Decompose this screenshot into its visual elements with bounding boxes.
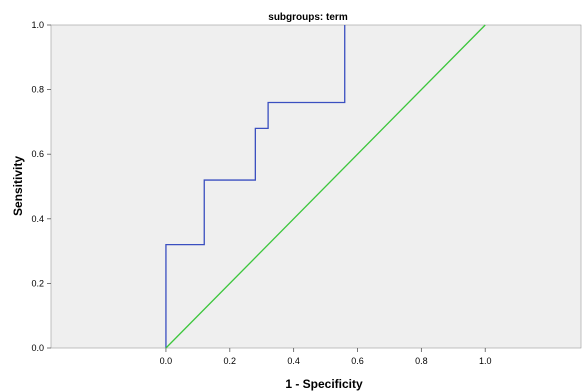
x-tick-label: 0.8 xyxy=(415,356,428,366)
y-tick-label: 0.4 xyxy=(31,214,44,224)
x-tick-label: 0.2 xyxy=(224,356,237,366)
x-tick-label: 1.0 xyxy=(479,356,492,366)
x-tick-label: 0.4 xyxy=(287,356,300,366)
x-tick-label: 0.6 xyxy=(351,356,364,366)
y-axis-title: Sensitivity xyxy=(11,156,25,216)
roc-curve-line xyxy=(165,25,346,348)
series-layer xyxy=(165,24,486,349)
x-axis: 0.0 0.2 0.4 0.6 0.8 1.0 xyxy=(160,348,492,366)
plot-area xyxy=(50,24,582,349)
y-tick-label: 0.0 xyxy=(31,343,44,353)
y-tick-label: 1.0 xyxy=(31,20,44,30)
reference-diagonal-line xyxy=(165,24,486,349)
y-tick-label: 0.8 xyxy=(31,85,44,95)
y-axis: 0.0 0.2 0.4 0.6 0.8 1.0 xyxy=(31,20,51,353)
y-tick-label: 0.6 xyxy=(31,149,44,159)
x-tick-label: 0.0 xyxy=(160,356,173,366)
chart-title: subgroups: term xyxy=(268,12,348,23)
x-axis-title: 1 - Specificity xyxy=(285,377,363,391)
y-tick-label: 0.2 xyxy=(31,278,44,288)
